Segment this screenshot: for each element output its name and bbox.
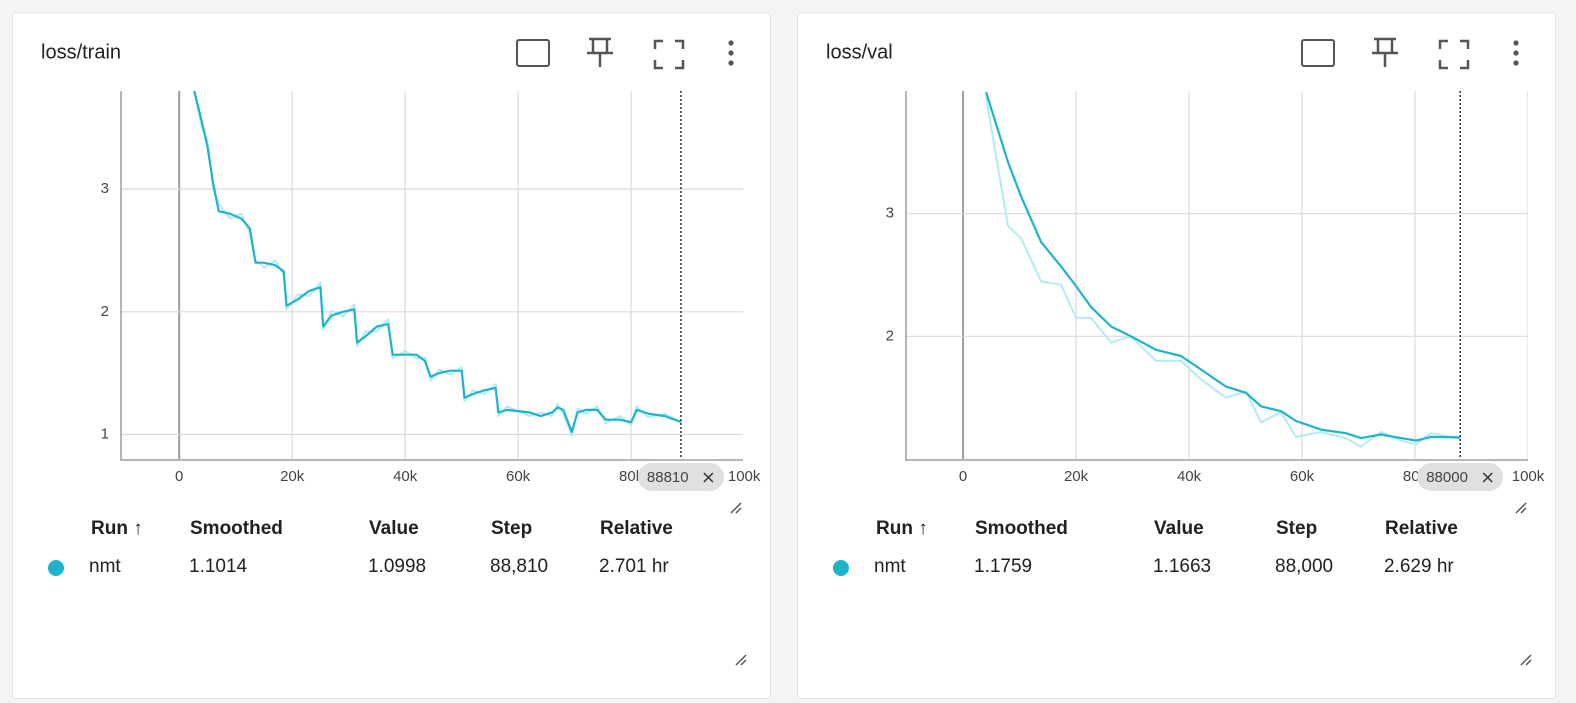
card-title: loss/val xyxy=(826,41,893,63)
table-cell: nmt xyxy=(89,556,121,577)
card: loss/train 0 20k 40k 60k 80k 100k 1 2 3 88810 Run ↑… xyxy=(12,12,771,699)
table-cell: 1.1663 xyxy=(1153,556,1211,577)
resize-handle[interactable] xyxy=(735,654,747,666)
run-color-dot xyxy=(833,560,849,576)
hover-label: 88810 xyxy=(647,469,689,486)
x-tick-label: 100k xyxy=(728,468,761,485)
y-tick-label: 3 xyxy=(886,205,894,222)
table-header: Relative xyxy=(600,518,673,539)
card: loss/val 0 20k 40k 60k 80k 100k 2 3 88000 Run ↑ Smo… xyxy=(797,12,1556,699)
x-tick-label: 0 xyxy=(175,468,183,485)
x-tick-label: 0 xyxy=(959,468,967,485)
hover-chip xyxy=(1417,463,1504,491)
table-header[interactable]: Run ↑ xyxy=(91,518,143,539)
y-tick-label: 2 xyxy=(886,327,894,344)
card-title: loss/train xyxy=(41,41,121,63)
menu-dot[interactable] xyxy=(728,40,734,46)
smoothed-line xyxy=(193,91,682,434)
table-cell: 88,000 xyxy=(1275,556,1333,577)
x-tick-label: 20k xyxy=(1064,468,1089,485)
x-tick-label: 20k xyxy=(280,468,305,485)
x-tick-label: 100k xyxy=(1512,468,1545,485)
table-cell: 1.1759 xyxy=(974,556,1032,577)
raw-line xyxy=(985,96,1461,448)
table-cell: 88,810 xyxy=(490,556,548,577)
raw-line xyxy=(193,91,682,437)
table-header: Step xyxy=(491,518,532,539)
pin-button[interactable] xyxy=(1372,37,1398,67)
smoothed-line xyxy=(985,91,1461,442)
toolbar xyxy=(1301,37,1519,70)
y-tick-label: 1 xyxy=(101,425,109,442)
hover-chip xyxy=(637,463,724,491)
table-cell: 1.1014 xyxy=(189,556,248,577)
fit-domain-button[interactable] xyxy=(516,39,550,67)
table-cell: 1.0998 xyxy=(368,556,426,577)
menu-dot[interactable] xyxy=(1513,50,1519,56)
fullscreen-button[interactable] xyxy=(1438,39,1470,70)
menu-dot[interactable] xyxy=(728,60,734,66)
resize-handle[interactable] xyxy=(730,502,742,514)
table-header: Smoothed xyxy=(190,518,283,539)
resize-handle[interactable] xyxy=(1520,654,1532,666)
menu-dot[interactable] xyxy=(1513,60,1519,66)
hover-close[interactable] xyxy=(1482,472,1493,483)
hover-close[interactable] xyxy=(703,472,714,483)
table-cell: 2.629 hr xyxy=(1384,556,1454,577)
menu-dot[interactable] xyxy=(728,50,734,56)
table-header: Smoothed xyxy=(975,518,1068,539)
table-header[interactable]: Run ↑ xyxy=(876,518,928,539)
hover-label: 88000 xyxy=(1426,469,1468,486)
x-tick-label: 40k xyxy=(1177,468,1202,485)
x-tick-label: 60k xyxy=(1290,468,1315,485)
menu-dot[interactable] xyxy=(1513,40,1519,46)
toolbar xyxy=(516,37,734,70)
table-header: Value xyxy=(1154,518,1204,539)
chart-card: loss/train 0 20k 40k 60k 80k 100k 1 2 3 88810 Run ↑… xyxy=(41,37,761,666)
resize-handle[interactable] xyxy=(1515,502,1527,514)
y-tick-label: 3 xyxy=(101,180,109,197)
table-header: Value xyxy=(369,518,419,539)
table-header: Relative xyxy=(1385,518,1458,539)
table-cell: 2.701 hr xyxy=(599,556,669,577)
pin-button[interactable] xyxy=(587,37,613,67)
fit-domain-button[interactable] xyxy=(1301,39,1335,67)
x-tick-label: 60k xyxy=(506,468,531,485)
x-tick-label: 40k xyxy=(393,468,418,485)
fullscreen-button[interactable] xyxy=(653,39,685,70)
table-header: Step xyxy=(1276,518,1317,539)
y-tick-label: 2 xyxy=(101,303,109,320)
x-tick-label: 80k xyxy=(619,468,644,485)
table-cell: nmt xyxy=(874,556,906,577)
run-color-dot xyxy=(48,560,64,576)
